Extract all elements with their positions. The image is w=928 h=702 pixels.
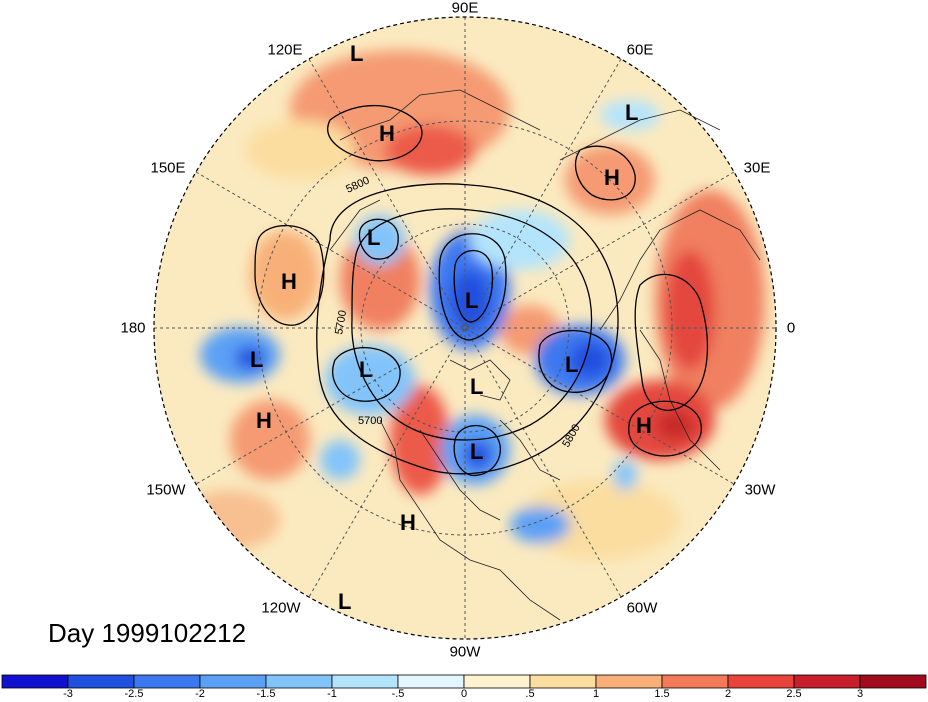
lon-label-0: 0 xyxy=(786,319,796,337)
colorbar-tick: -1 xyxy=(327,688,337,700)
colorbar-swatch xyxy=(133,674,201,689)
low-pressure-center: L xyxy=(367,225,380,250)
colorbar-tick: -.5 xyxy=(391,688,405,700)
high-pressure-center: H xyxy=(256,408,272,433)
lon-label-60e: 60E xyxy=(626,41,654,59)
colorbar-tick: 2.5 xyxy=(786,688,802,700)
colorbar-tick: -1.5 xyxy=(256,688,276,700)
lon-label-60w: 60W xyxy=(626,599,658,617)
day-title: Day 1999102212 xyxy=(48,618,247,648)
lon-label-120e: 120E xyxy=(267,41,303,59)
colorbar-swatch xyxy=(661,674,729,689)
lon-label-180: 180 xyxy=(120,319,146,337)
colorbar-swatch xyxy=(463,674,531,689)
lon-label-30w: 30W xyxy=(744,481,776,499)
colorbar-tick: .5 xyxy=(525,688,535,700)
colorbar-swatch xyxy=(529,674,597,689)
colorbar-tick: 0 xyxy=(460,688,468,700)
colorbar-tick: 1.5 xyxy=(654,688,670,700)
colorbar xyxy=(1,674,927,689)
pressure-centers: L L L L L L L L L L H H H H H H xyxy=(250,41,652,614)
low-pressure-center: L xyxy=(250,347,263,372)
low-pressure-center: L xyxy=(565,352,578,377)
map-rim xyxy=(153,16,777,640)
colorbar-swatch xyxy=(595,674,663,689)
high-pressure-center: H xyxy=(636,413,652,438)
low-pressure-center: L xyxy=(470,374,483,399)
contour-label: 5700 xyxy=(333,309,349,335)
low-pressure-center: L xyxy=(625,100,638,125)
lon-label-150w: 150W xyxy=(146,481,186,499)
high-pressure-center: H xyxy=(379,121,395,146)
low-pressure-center: L xyxy=(350,41,363,66)
colorbar-tick: -3 xyxy=(63,688,73,700)
lon-label-30e: 30E xyxy=(743,159,771,177)
low-pressure-center: L xyxy=(470,439,483,464)
high-pressure-center: H xyxy=(604,165,620,190)
colorbar-tick: 3 xyxy=(856,688,864,700)
colorbar-swatch xyxy=(199,674,267,689)
colorbar-swatch xyxy=(727,674,795,689)
low-pressure-center: L xyxy=(359,357,372,382)
low-pressure-center: L xyxy=(338,589,351,614)
high-pressure-center: H xyxy=(400,510,416,535)
colorbar-tick: -2.5 xyxy=(124,688,144,700)
colorbar-swatch xyxy=(67,674,135,689)
high-pressure-center: H xyxy=(281,269,297,294)
contour-label: 5700 xyxy=(358,415,382,427)
colorbar-tick: 2 xyxy=(724,688,732,700)
colorbar-tick: -2 xyxy=(195,688,205,700)
colorbar-swatch xyxy=(1,674,69,689)
lon-label-90w: 90W xyxy=(449,643,481,661)
lon-label-150e: 150E xyxy=(150,159,186,177)
colorbar-swatch xyxy=(793,674,861,689)
colorbar-swatch xyxy=(331,674,399,689)
height-contours xyxy=(254,104,708,477)
colorbar-tick: 1 xyxy=(592,688,600,700)
colorbar-swatch xyxy=(265,674,333,689)
lon-label-90e: 90E xyxy=(451,0,479,17)
colorbar-swatch xyxy=(859,674,927,689)
lon-label-120w: 120W xyxy=(261,599,301,617)
graticule xyxy=(154,17,776,639)
low-pressure-center: L xyxy=(465,288,478,313)
coastlines xyxy=(329,89,761,621)
colorbar-swatch xyxy=(397,674,465,689)
